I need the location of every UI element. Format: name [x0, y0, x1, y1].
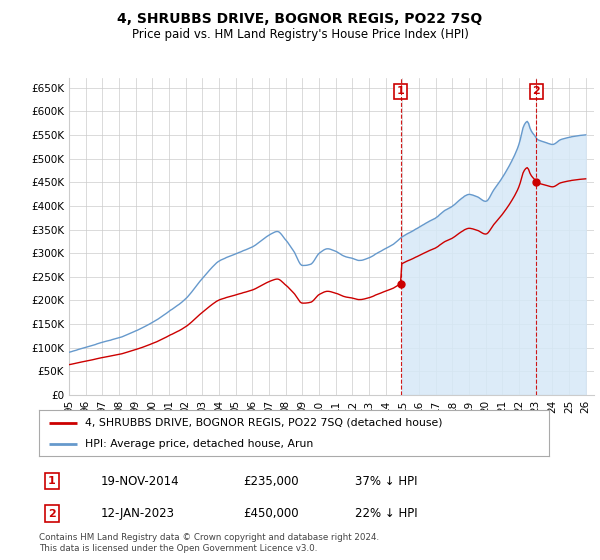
Text: 1: 1: [397, 86, 404, 96]
Text: 4, SHRUBBS DRIVE, BOGNOR REGIS, PO22 7SQ (detached house): 4, SHRUBBS DRIVE, BOGNOR REGIS, PO22 7SQ…: [85, 418, 442, 428]
Text: 12-JAN-2023: 12-JAN-2023: [100, 507, 174, 520]
Text: 1: 1: [48, 476, 56, 486]
Text: £450,000: £450,000: [243, 507, 299, 520]
Text: 19-NOV-2014: 19-NOV-2014: [100, 474, 179, 488]
Text: 4, SHRUBBS DRIVE, BOGNOR REGIS, PO22 7SQ: 4, SHRUBBS DRIVE, BOGNOR REGIS, PO22 7SQ: [118, 12, 482, 26]
Text: Contains HM Land Registry data © Crown copyright and database right 2024.
This d: Contains HM Land Registry data © Crown c…: [39, 533, 379, 553]
Text: 22% ↓ HPI: 22% ↓ HPI: [355, 507, 418, 520]
Text: HPI: Average price, detached house, Arun: HPI: Average price, detached house, Arun: [85, 439, 313, 449]
Text: 2: 2: [48, 508, 56, 519]
Text: £235,000: £235,000: [243, 474, 299, 488]
Text: 37% ↓ HPI: 37% ↓ HPI: [355, 474, 418, 488]
Text: Price paid vs. HM Land Registry's House Price Index (HPI): Price paid vs. HM Land Registry's House …: [131, 28, 469, 41]
Text: 2: 2: [533, 86, 541, 96]
